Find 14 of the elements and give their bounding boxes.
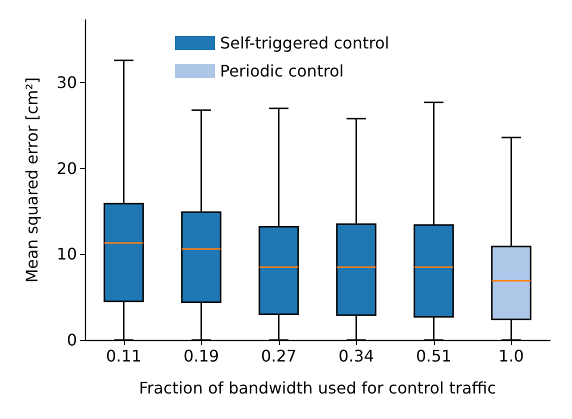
y-axis-title: Mean squared error [cm²] [22,77,42,283]
x-tick-label: 0.19 [183,346,220,366]
legend-label: Self-triggered control [220,34,390,52]
y-tick-label: 10 [56,244,77,264]
y-tick-label: 20 [56,158,77,178]
x-axis-title: Fraction of bandwidth used for control traffic [138,378,496,398]
y-tick-label: 0 [66,330,77,350]
x-tick-label: 0.51 [416,346,452,366]
legend-label: Periodic control [220,62,344,80]
y-tick-label: 30 [56,73,77,92]
x-tick-label: 0.11 [106,346,142,366]
x-tick-label: 0.34 [338,346,374,366]
x-tick-label: 0.27 [260,346,297,366]
x-tick-label: 1.0 [498,346,524,366]
